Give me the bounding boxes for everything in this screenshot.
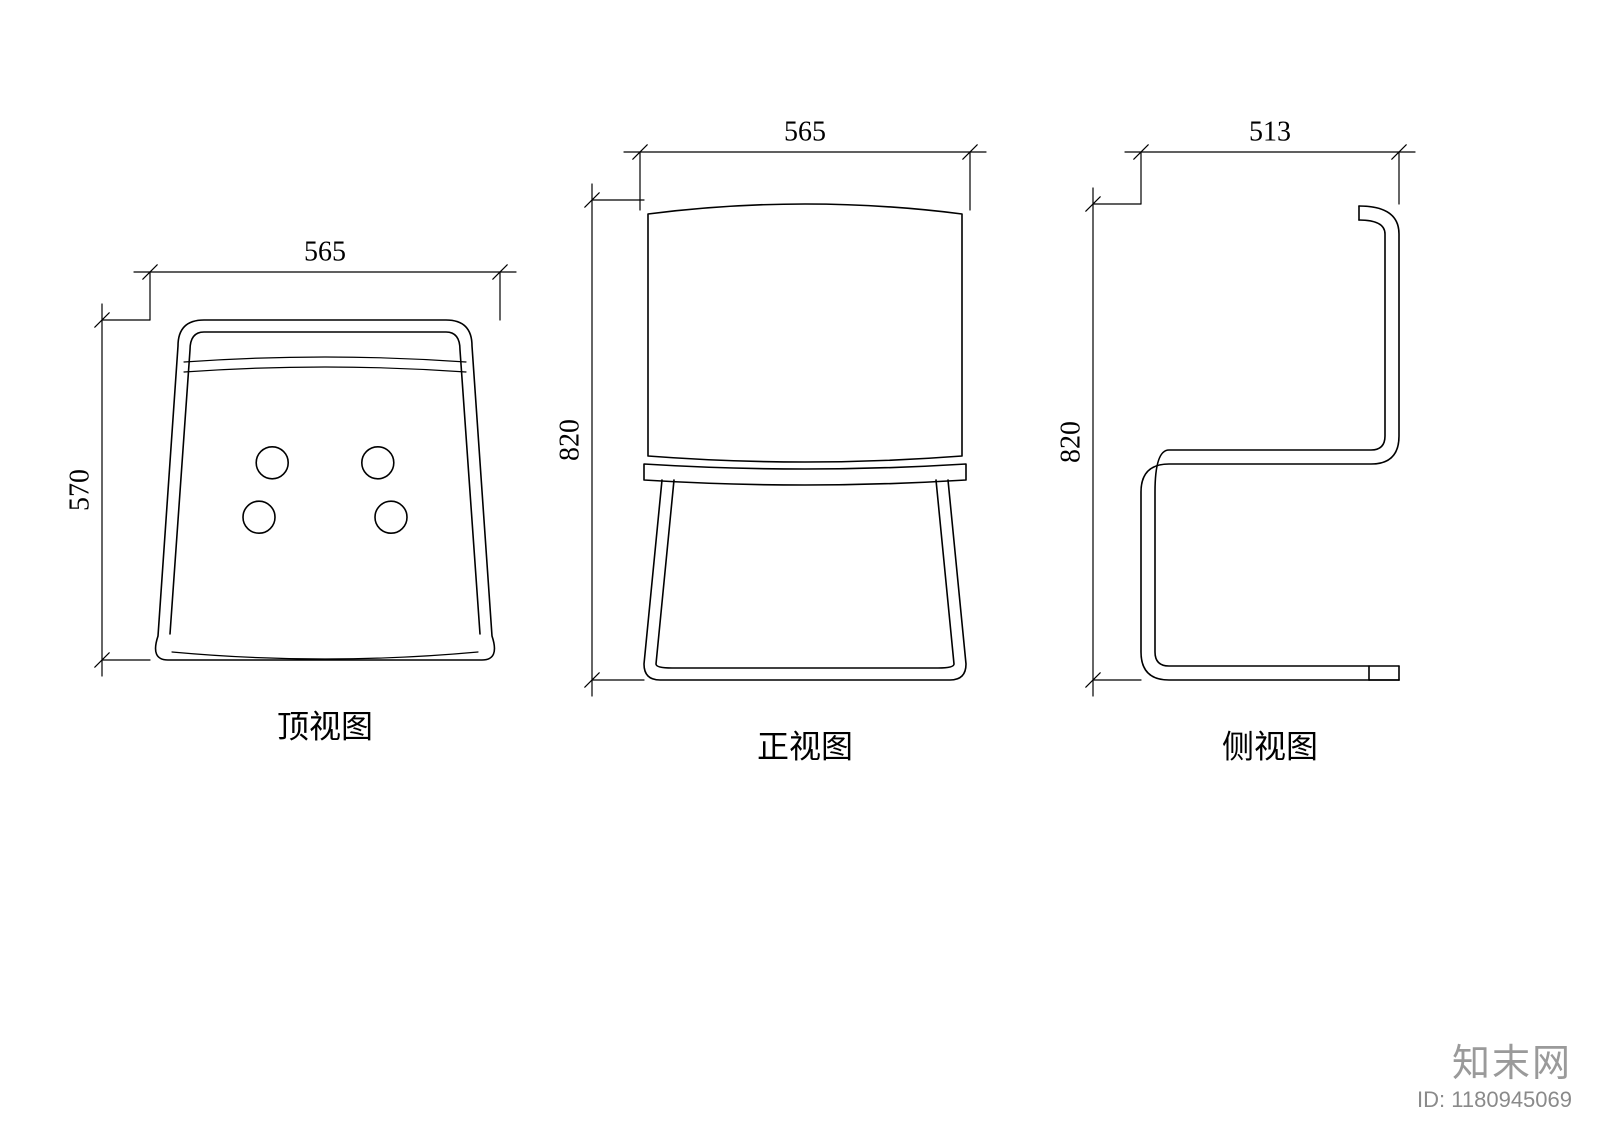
front-view-label: 正视图 (757, 728, 853, 764)
top-view (156, 320, 495, 660)
dim-side-height: 820 (1055, 421, 1086, 463)
dim-front-height: 820 (554, 419, 585, 461)
watermark-id: ID: 1180945069 (1417, 1087, 1572, 1113)
front-view (644, 204, 966, 680)
side-view (1141, 206, 1399, 680)
side-view-label: 侧视图 (1222, 728, 1318, 764)
watermark-brand: 知末网 (1417, 1032, 1572, 1087)
watermark: 知末网 ID: 1180945069 (1417, 1032, 1572, 1113)
dim-top-width: 565 (304, 236, 346, 267)
dim-top-depth: 570 (64, 469, 95, 511)
top-view-label: 顶视图 (277, 708, 373, 744)
dim-side-depth: 513 (1249, 116, 1291, 147)
dim-front-width: 565 (784, 116, 826, 147)
